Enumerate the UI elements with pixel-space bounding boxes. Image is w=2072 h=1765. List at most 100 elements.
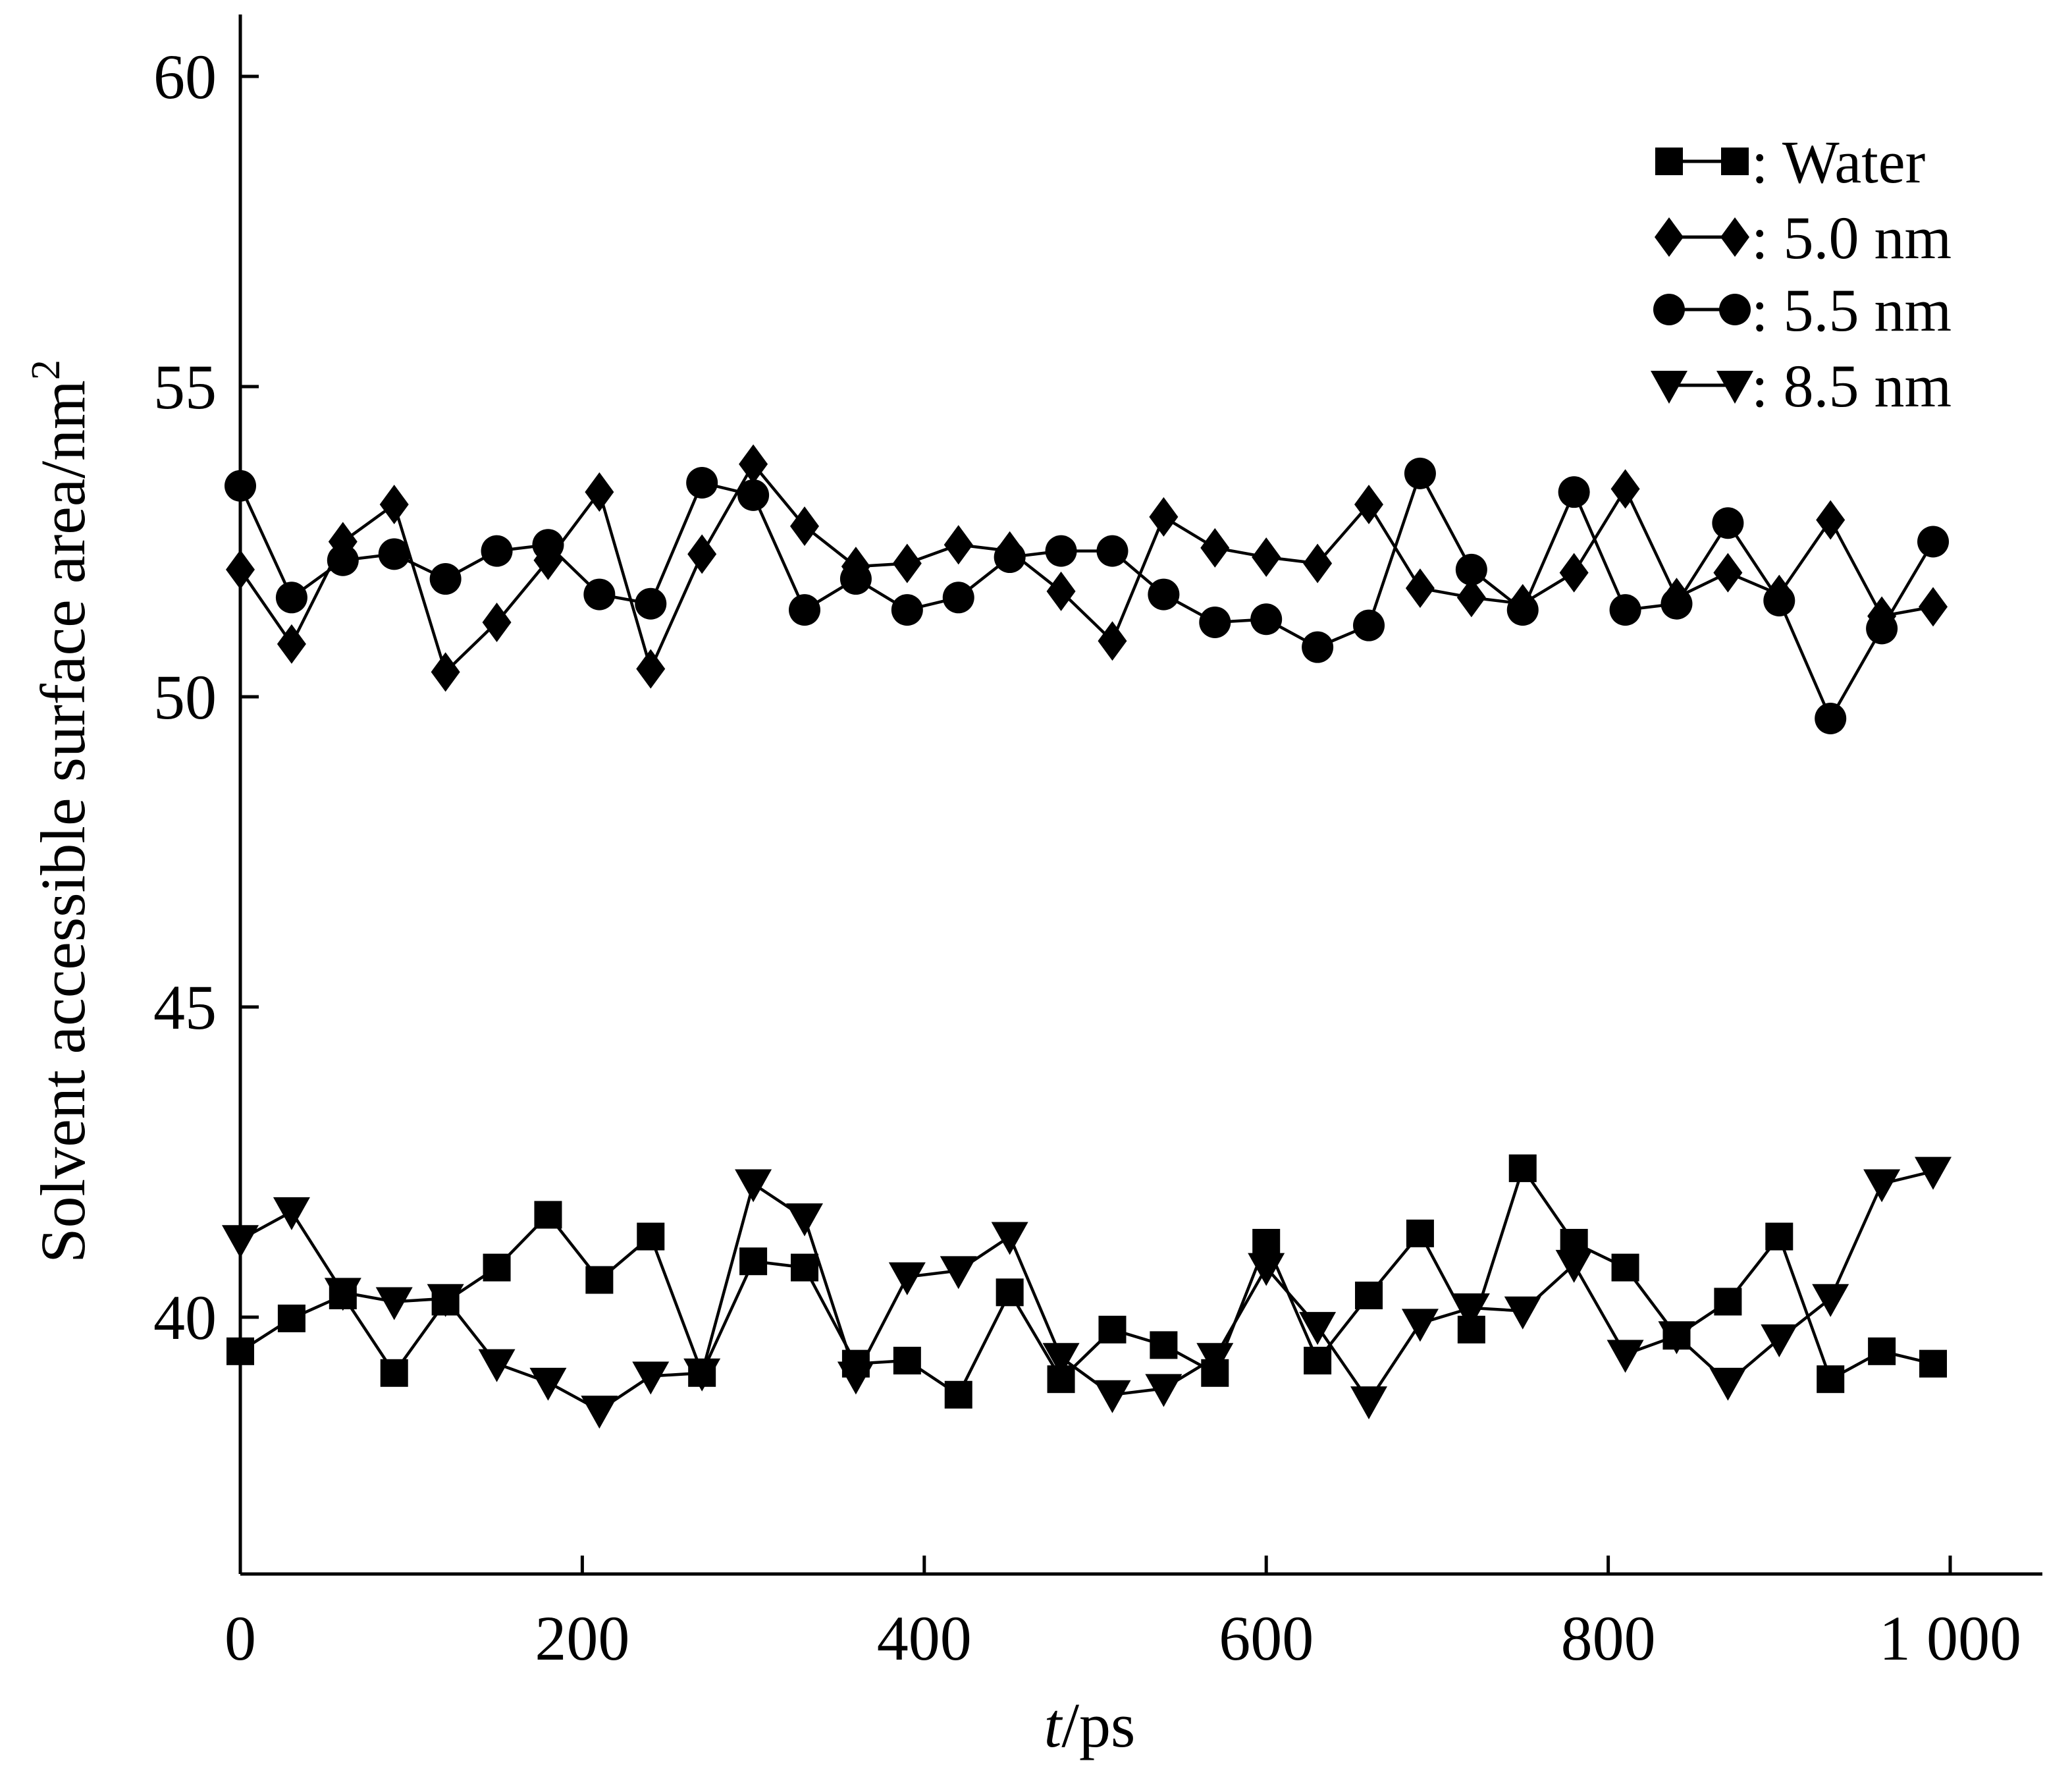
data-point-triangle-down	[991, 1222, 1028, 1255]
data-point-triangle-down	[529, 1367, 567, 1401]
data-point-diamond	[1405, 568, 1435, 609]
data-point-diamond	[1252, 537, 1281, 578]
data-point-circle	[1096, 535, 1129, 567]
x-axis-label-italic: t	[1044, 1690, 1063, 1760]
data-point-diamond	[636, 649, 666, 689]
data-point-circle	[532, 529, 564, 561]
data-point-triangle-down	[1452, 1293, 1490, 1326]
series-line-circle	[238, 470, 1934, 722]
y-tick-label: 40	[153, 1282, 217, 1353]
data-point-circle	[275, 582, 307, 614]
x-axis-label-unit: /ps	[1061, 1690, 1135, 1760]
x-tick-label: 600	[1219, 1603, 1314, 1673]
legend-entry: : Water	[1655, 128, 1925, 196]
data-point-triangle-down	[1299, 1312, 1337, 1345]
data-point-triangle-down	[735, 1169, 772, 1203]
data-point-square	[1765, 1222, 1793, 1251]
y-tick-label: 45	[153, 972, 217, 1043]
data-point-diamond	[277, 624, 306, 664]
data-point-diamond	[1713, 553, 1743, 593]
data-point-circle	[942, 582, 974, 614]
data-point-diamond	[585, 472, 614, 512]
data-point-circle	[635, 587, 667, 620]
data-point-square	[1252, 1228, 1281, 1257]
data-point-triangle-down	[324, 1278, 361, 1311]
data-point-circle	[1660, 587, 1693, 620]
data-point-triangle-down	[1915, 1156, 1952, 1190]
data-point-circle	[1250, 603, 1283, 636]
data-point-circle	[789, 594, 821, 626]
data-point-triangle-down	[888, 1262, 926, 1295]
data-point-circle	[481, 535, 513, 567]
legend-marker	[1651, 371, 1687, 404]
data-point-diamond	[739, 444, 768, 484]
data-point-diamond	[1456, 578, 1486, 618]
data-point-diamond	[687, 534, 717, 574]
data-point-circle	[1199, 606, 1231, 638]
data-point-triangle-down	[837, 1361, 874, 1395]
data-point-square	[1406, 1219, 1434, 1247]
data-point-diamond	[1046, 571, 1076, 611]
data-point-square	[893, 1346, 921, 1374]
data-point-square	[1919, 1349, 1948, 1378]
data-point-circle	[839, 563, 872, 595]
data-point-circle	[1917, 526, 1950, 558]
axes	[238, 14, 2042, 1576]
data-point-square	[380, 1359, 408, 1387]
data-point-circle	[1045, 535, 1077, 567]
y-ticks: 40 45 50 55 60	[153, 41, 259, 1353]
data-point-triangle-down	[1812, 1284, 1849, 1317]
data-point-circle	[1866, 612, 1898, 645]
data-point-square	[483, 1253, 511, 1282]
data-point-square	[637, 1222, 665, 1251]
data-point-square	[1304, 1346, 1332, 1374]
y-tick-label: 50	[153, 662, 217, 732]
legend-entry: : 5.5 nm	[1653, 277, 1952, 344]
data-point-circle	[686, 467, 718, 499]
data-point-diamond	[1098, 621, 1127, 661]
data-point-diamond	[790, 506, 820, 546]
x-axis-label: t/ps	[1044, 1690, 1136, 1760]
y-axis-label-superscript: 2	[24, 360, 68, 380]
data-point-circle	[1404, 457, 1436, 489]
legend-marker	[1653, 294, 1685, 325]
data-point-triangle-down	[1094, 1380, 1131, 1413]
data-point-square	[1098, 1315, 1127, 1344]
data-point-triangle-down	[273, 1197, 310, 1230]
x-ticks: 0 200 400 600 800 1 000	[225, 1556, 2021, 1673]
data-point-circle	[1609, 594, 1641, 626]
legend-entry: : 8.5 nm	[1651, 352, 1952, 420]
data-point-circle	[737, 479, 770, 511]
data-point-triangle-down	[1555, 1249, 1593, 1283]
x-tick-label: 200	[535, 1603, 629, 1673]
data-point-diamond	[1610, 469, 1640, 509]
y-tick-label: 60	[153, 41, 217, 112]
data-point-square	[585, 1266, 614, 1294]
legend-marker	[1655, 217, 1684, 257]
legend-marker	[1721, 148, 1749, 175]
legend-marker	[1655, 148, 1683, 175]
data-point-circle	[583, 578, 616, 611]
data-point-circle	[1712, 507, 1744, 539]
x-tick-label: 800	[1561, 1603, 1656, 1673]
legend-entry: : 5.0 nm	[1655, 204, 1952, 271]
legend-label: : 5.5 nm	[1751, 277, 1952, 344]
data-point-square	[534, 1201, 562, 1229]
data-point-triangle-down	[1504, 1296, 1541, 1330]
data-point-diamond	[1559, 553, 1589, 593]
data-point-triangle-down	[786, 1203, 824, 1237]
data-point-triangle-down	[1658, 1321, 1695, 1355]
data-point-circle	[1763, 584, 1795, 616]
data-point-circle	[1148, 578, 1180, 611]
data-point-triangle-down	[375, 1287, 413, 1320]
x-tick-label: 400	[877, 1603, 972, 1673]
legend-label: : 5.0 nm	[1751, 204, 1952, 271]
data-point-triangle-down	[940, 1256, 977, 1290]
data-point-circle	[891, 594, 923, 626]
data-point-circle	[1558, 476, 1590, 508]
legend-label: : Water	[1751, 128, 1925, 196]
data-point-circle	[327, 544, 359, 576]
data-point-square	[996, 1278, 1024, 1307]
data-point-triangle-down	[1607, 1340, 1644, 1373]
